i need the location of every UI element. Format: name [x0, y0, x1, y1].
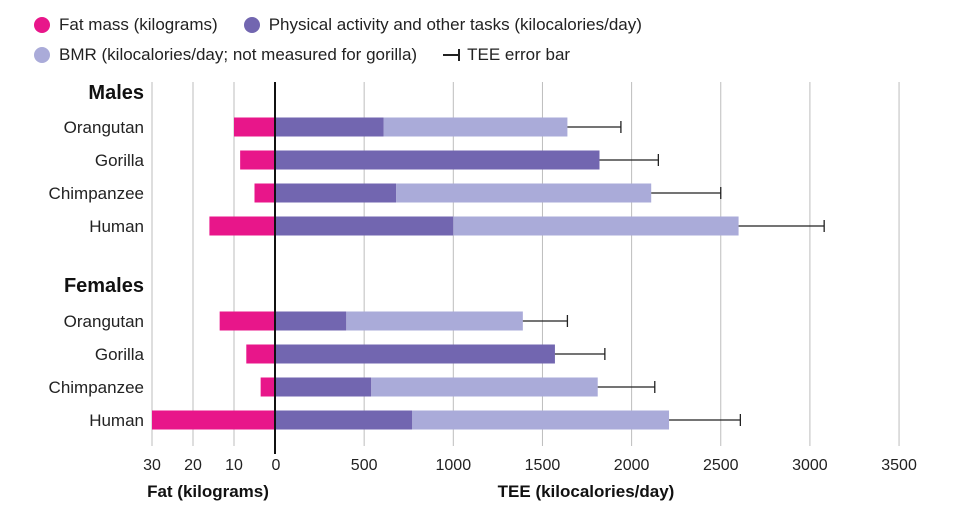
legend-item-activity: Physical activity and other tasks (kiloc…: [243, 15, 642, 35]
activity-segment: [453, 216, 739, 236]
legend-row-1: Fat mass (kilograms) Physical activity a…: [34, 10, 934, 40]
activity-segment: [346, 311, 523, 331]
tee-tick-label: 3500: [881, 457, 917, 474]
bmr-segment: [275, 410, 413, 430]
bar-layer: [152, 117, 825, 430]
tee-tick-label: 3000: [792, 457, 828, 474]
zero-tick-label: 0: [272, 457, 281, 474]
tee-axis-title: TEE (kilocalories/day): [498, 482, 675, 501]
tee-tick-label: 2000: [614, 457, 650, 474]
bmr-swatch-icon: [34, 47, 50, 63]
activity-segment: [412, 410, 670, 430]
bmr-segment: [275, 183, 397, 203]
activity-segment: [275, 150, 600, 170]
group-label: Males: [88, 82, 144, 104]
fat-swatch-icon: [34, 17, 50, 33]
fat-tick-label: 10: [225, 457, 243, 474]
fat-axis-title: Fat (kilograms): [147, 482, 269, 501]
legend-label-activity: Physical activity and other tasks (kiloc…: [268, 15, 642, 34]
legend-item-fat: Fat mass (kilograms): [34, 15, 218, 35]
activity-segment: [383, 117, 568, 137]
tee-tick-label: 1000: [436, 457, 472, 474]
fat-bar: [234, 117, 275, 137]
legend-item-bmr: BMR (kilocalories/day; not measured for …: [34, 45, 417, 65]
category-label: Orangutan: [64, 118, 144, 137]
fat-bar: [254, 183, 275, 203]
legend: Fat mass (kilograms) Physical activity a…: [34, 10, 934, 70]
legend-item-error: TEE error bar: [443, 45, 570, 65]
fat-tick-label: 30: [143, 457, 161, 474]
legend-label-bmr: BMR (kilocalories/day; not measured for …: [59, 45, 418, 64]
category-label: Gorilla: [95, 345, 145, 364]
legend-label-fat: Fat mass (kilograms): [59, 15, 218, 34]
fat-bar: [219, 311, 275, 331]
category-label: Human: [89, 411, 144, 430]
bmr-segment: [275, 311, 347, 331]
fat-bar: [260, 377, 275, 397]
category-label: Chimpanzee: [49, 378, 144, 397]
bmr-segment: [275, 216, 454, 236]
fat-tick-label: 20: [184, 457, 202, 474]
grid-layer: [151, 82, 900, 446]
category-label: Orangutan: [64, 312, 144, 331]
category-label: Chimpanzee: [49, 184, 144, 203]
bmr-segment: [275, 117, 384, 137]
fat-bar: [246, 344, 275, 364]
fat-bar: [209, 216, 275, 236]
activity-segment: [371, 377, 598, 397]
bmr-segment: [275, 377, 372, 397]
group-label: Females: [64, 275, 144, 297]
category-label: Human: [89, 217, 144, 236]
activity-swatch-icon: [243, 17, 260, 33]
category-label: Gorilla: [95, 151, 145, 170]
activity-segment: [396, 183, 652, 203]
error-bar-icon: [443, 49, 461, 61]
legend-row-2: BMR (kilocalories/day; not measured for …: [34, 40, 934, 70]
legend-label-error: TEE error bar: [467, 45, 571, 64]
activity-segment: [275, 344, 555, 364]
label-layer: 500 1000 1500 2000 2500 3000 3500 0 30 20 10 Males O…: [49, 82, 917, 474]
tee-tick-label: 500: [351, 457, 378, 474]
fat-bar: [152, 410, 275, 430]
tee-tick-label: 2500: [703, 457, 739, 474]
tee-tick-label: 1500: [525, 457, 561, 474]
fat-bar: [240, 150, 275, 170]
